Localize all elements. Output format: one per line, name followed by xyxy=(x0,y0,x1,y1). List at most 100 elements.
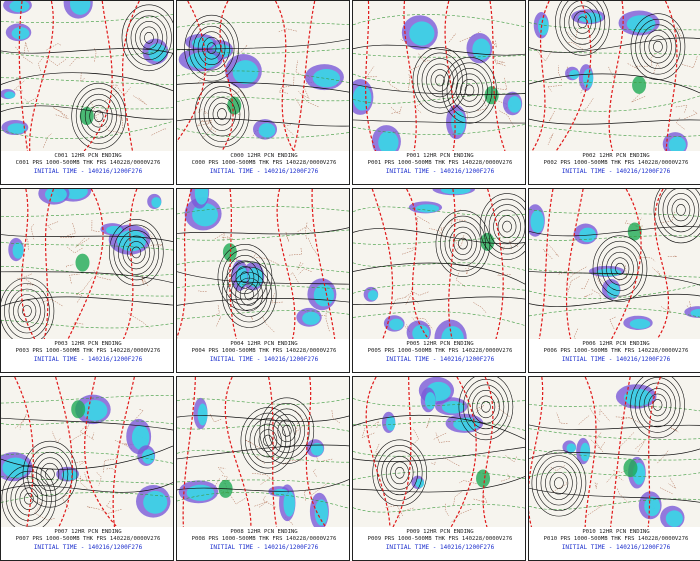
thickness-contour-red xyxy=(18,1,29,151)
thickness-contour-green xyxy=(529,95,700,112)
isobar xyxy=(113,224,160,281)
initial-time-label: INITIAL TIME - 140216/1200F276 xyxy=(33,356,143,363)
state-borders xyxy=(391,209,519,333)
thickness-contour-green xyxy=(529,449,700,461)
isobar xyxy=(545,466,573,500)
thickness-contour-green xyxy=(177,96,349,103)
precip-area-light xyxy=(283,490,295,517)
isobar xyxy=(93,110,104,122)
initial-time-label: INITIAL TIME - 140216/1200F276 xyxy=(385,544,495,551)
forecast-map xyxy=(353,1,525,151)
panel-title: P007 12HR PCN ENDING xyxy=(54,529,122,535)
isobar xyxy=(394,467,405,479)
isobar xyxy=(372,439,427,507)
thickness-contour-red xyxy=(538,189,554,339)
isobar xyxy=(430,69,450,92)
thickness-contour-red xyxy=(43,189,55,339)
isobar xyxy=(144,31,154,44)
thickness-contour-green xyxy=(529,235,700,241)
precip-area-light xyxy=(440,189,471,195)
forecast-map xyxy=(177,1,349,151)
isobar xyxy=(1,277,55,339)
isobar xyxy=(610,257,630,280)
thickness-contour-red xyxy=(14,377,34,527)
thickness-contour-green xyxy=(353,470,525,480)
panel-title: P003 12HR PCN ENDING xyxy=(54,341,122,347)
isobar xyxy=(440,215,486,272)
isobar xyxy=(353,228,525,245)
thickness-contour-red xyxy=(406,189,430,339)
thickness-contour-green xyxy=(177,424,349,432)
precip-area-light xyxy=(626,15,656,33)
isobar xyxy=(188,20,235,77)
precip-area-light xyxy=(415,478,425,488)
isobar xyxy=(353,262,525,285)
isobar xyxy=(671,198,691,222)
precip-area-light xyxy=(623,388,653,407)
precip-shading xyxy=(178,397,329,527)
precip-area-light xyxy=(668,136,686,151)
thickness-contour-green xyxy=(353,53,525,58)
isobar xyxy=(130,15,168,61)
ensemble-panel-p008: P008 12HR PCN ENDING P008 PRS 1000-500MB … xyxy=(176,376,350,561)
thickness-contour-green xyxy=(1,266,173,276)
thickness-contour-green xyxy=(1,13,173,24)
isobar xyxy=(444,221,482,266)
precip-area-light xyxy=(378,131,399,151)
thickness-contour-red xyxy=(529,377,544,527)
panel-title: P010 12HR PCN ENDING xyxy=(582,529,650,535)
thickness-contour-red xyxy=(444,1,456,151)
precip-shading xyxy=(1,394,171,518)
precip-area-light xyxy=(441,400,465,414)
thickness-contour-red xyxy=(122,189,138,339)
isobar xyxy=(230,272,268,317)
precip-area-light xyxy=(314,499,329,526)
precip-area-light xyxy=(151,197,162,208)
isobar xyxy=(177,444,349,460)
thickness-contour-green xyxy=(177,229,349,241)
isobar xyxy=(472,390,500,424)
isobar xyxy=(676,204,686,216)
thickness-contour-green xyxy=(529,471,700,478)
thickness-contour-green xyxy=(1,48,173,58)
isobar xyxy=(202,36,221,60)
isobar xyxy=(634,377,681,433)
thickness-contour-red xyxy=(487,189,504,339)
precip-area-light xyxy=(310,442,324,456)
thickness-contour-red xyxy=(609,377,631,527)
isobar xyxy=(667,193,695,227)
isobar xyxy=(488,204,525,249)
precip-area-light xyxy=(141,449,155,464)
forecast-map xyxy=(1,189,173,339)
precip-area-light xyxy=(412,325,430,339)
isobar xyxy=(529,424,700,430)
precip-area-light xyxy=(424,392,436,410)
initial-time-label: INITIAL TIME - 140216/1200F276 xyxy=(209,168,319,175)
isobar xyxy=(194,80,250,148)
isobar xyxy=(31,451,69,497)
thickness-contour-green xyxy=(353,14,525,28)
isobar xyxy=(244,288,254,301)
isobar xyxy=(385,456,414,490)
isobar xyxy=(193,25,230,71)
isobar xyxy=(249,418,287,463)
precip-area-light xyxy=(538,16,549,36)
isobar xyxy=(268,408,306,454)
isobar xyxy=(412,47,468,114)
precip-shading xyxy=(353,15,523,151)
thickness-contour-red xyxy=(112,377,135,527)
thickness-contour-green xyxy=(1,492,173,503)
isobar xyxy=(108,219,164,286)
isobar xyxy=(4,283,50,339)
thickness-contour-green xyxy=(353,73,525,85)
isobar xyxy=(1,482,173,493)
thickness-contour-red xyxy=(531,1,550,151)
precip-area-light xyxy=(367,290,379,301)
isobar xyxy=(353,414,525,440)
panel-subtitle: C001 PRS 1000-500MB THK FRS 140228/0000V… xyxy=(15,160,161,166)
isobar xyxy=(643,388,672,422)
isobar xyxy=(554,477,564,489)
forecast-map xyxy=(1,1,173,151)
precip-area-light xyxy=(131,425,150,450)
thickness-contour-green xyxy=(1,476,173,485)
